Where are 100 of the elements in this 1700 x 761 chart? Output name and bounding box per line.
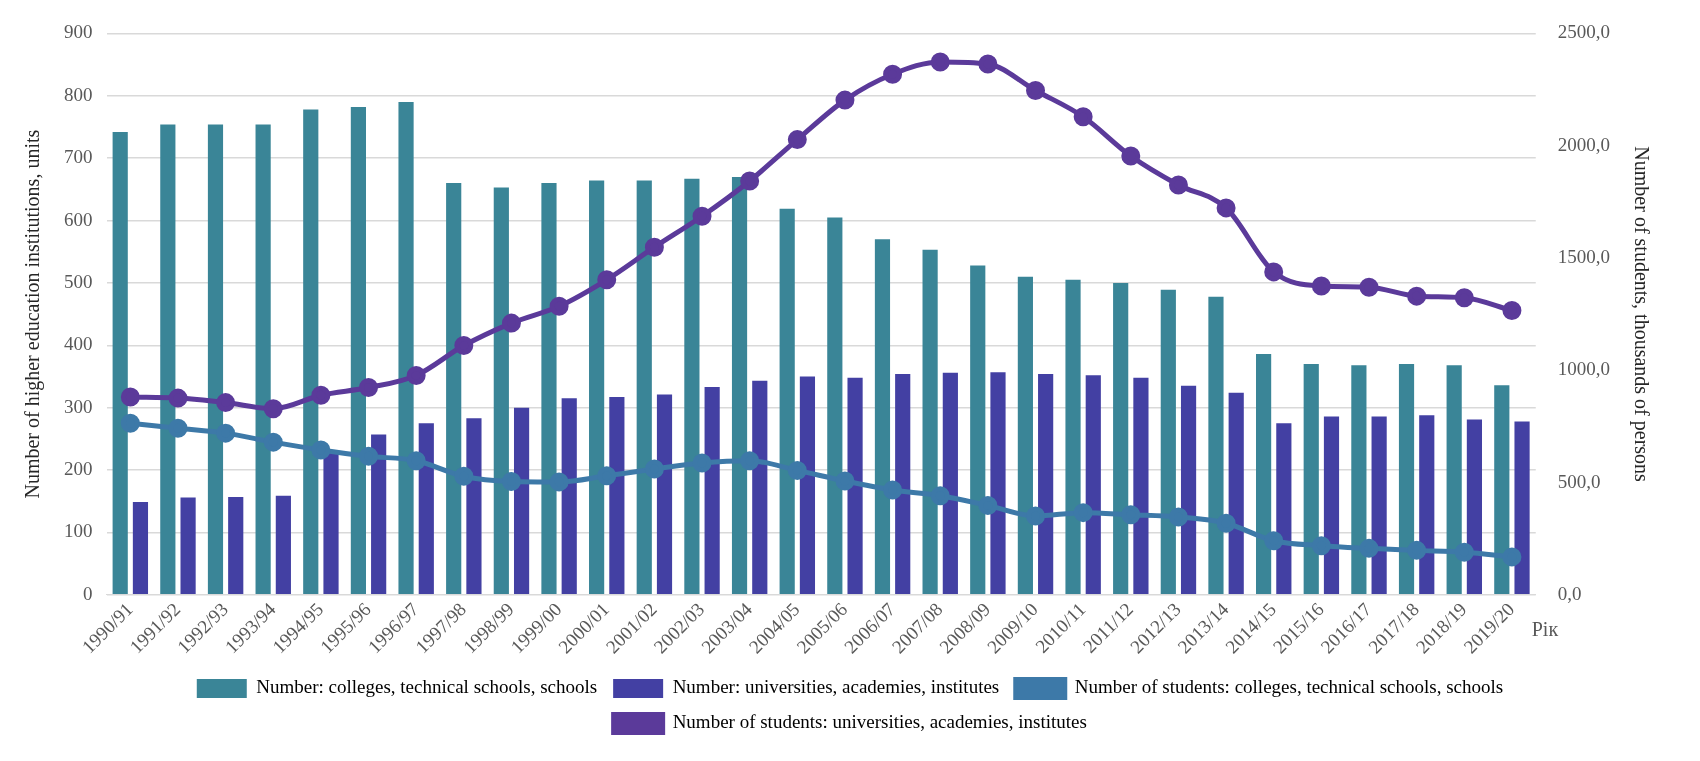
bar bbox=[970, 265, 986, 595]
y2-tick-label: 0,0 bbox=[1557, 582, 1582, 604]
bar bbox=[990, 372, 1006, 595]
point bbox=[501, 313, 521, 333]
point bbox=[1073, 107, 1093, 127]
point bbox=[978, 54, 998, 74]
point bbox=[1168, 175, 1188, 195]
bar bbox=[303, 109, 319, 595]
bar bbox=[493, 187, 509, 595]
bar bbox=[228, 496, 244, 595]
y-tick-label: 500 bbox=[64, 270, 93, 292]
legend-label: Number of students: universities, academies, institutes bbox=[672, 711, 1087, 733]
bar bbox=[207, 124, 224, 595]
point bbox=[883, 480, 903, 500]
point bbox=[644, 237, 664, 257]
point bbox=[359, 446, 379, 466]
bar bbox=[541, 183, 557, 595]
point bbox=[1454, 288, 1474, 308]
point bbox=[216, 423, 236, 443]
y-tick-label: 0 bbox=[83, 582, 93, 604]
bar bbox=[731, 176, 748, 595]
bar bbox=[398, 102, 414, 595]
bar bbox=[323, 451, 339, 595]
point bbox=[549, 296, 569, 316]
y-tick-label: 200 bbox=[64, 458, 93, 480]
point bbox=[406, 451, 426, 471]
point bbox=[1359, 277, 1379, 297]
bar bbox=[1065, 279, 1081, 595]
bar bbox=[779, 208, 795, 595]
point bbox=[168, 388, 188, 408]
y-tick-label: 100 bbox=[64, 520, 93, 542]
y2-tick-label: 500,0 bbox=[1557, 470, 1601, 492]
point bbox=[1026, 506, 1046, 526]
point bbox=[740, 451, 760, 471]
point bbox=[168, 418, 188, 438]
bar bbox=[371, 434, 387, 595]
y-tick-label: 900 bbox=[64, 21, 93, 43]
bar bbox=[636, 180, 652, 595]
bar bbox=[1351, 365, 1367, 595]
bar bbox=[160, 124, 176, 595]
bar bbox=[1276, 423, 1292, 595]
y-tick-label: 800 bbox=[64, 83, 93, 105]
bar bbox=[180, 497, 196, 595]
point bbox=[1454, 542, 1474, 562]
point bbox=[597, 270, 617, 290]
point bbox=[835, 471, 855, 491]
bar bbox=[418, 423, 434, 595]
bar bbox=[1256, 354, 1272, 595]
bar bbox=[847, 377, 863, 595]
y2-tick-label: 2000,0 bbox=[1557, 133, 1610, 155]
bar bbox=[561, 398, 577, 595]
point bbox=[501, 471, 521, 491]
point bbox=[835, 90, 855, 110]
bar bbox=[1228, 392, 1244, 595]
point bbox=[1121, 146, 1141, 166]
point bbox=[549, 472, 569, 492]
bar bbox=[609, 397, 625, 595]
y-tick-label: 300 bbox=[64, 395, 93, 417]
point bbox=[1502, 301, 1522, 321]
bar bbox=[255, 124, 271, 595]
bar bbox=[1208, 296, 1224, 595]
point bbox=[1311, 276, 1331, 296]
point bbox=[692, 453, 712, 473]
point bbox=[1216, 198, 1236, 218]
bar bbox=[1113, 282, 1129, 595]
bar bbox=[112, 131, 128, 595]
point bbox=[1407, 540, 1427, 560]
point bbox=[1502, 547, 1522, 567]
point bbox=[1311, 536, 1331, 556]
point bbox=[216, 393, 236, 413]
point bbox=[930, 486, 950, 506]
bar bbox=[799, 376, 816, 595]
bar bbox=[1419, 415, 1435, 595]
point bbox=[1264, 262, 1284, 282]
bar bbox=[752, 380, 768, 595]
bar bbox=[704, 387, 720, 595]
point bbox=[1168, 507, 1188, 527]
point bbox=[644, 459, 664, 479]
point bbox=[406, 365, 426, 385]
bar bbox=[589, 180, 605, 595]
point bbox=[1407, 286, 1427, 306]
point bbox=[120, 387, 140, 407]
x-axis-title: Рік bbox=[1531, 618, 1559, 641]
bar bbox=[1466, 419, 1482, 595]
point bbox=[740, 171, 760, 191]
point bbox=[1026, 80, 1046, 100]
y-axis-title: Number of higher education institutions, units bbox=[21, 129, 45, 499]
point bbox=[454, 336, 474, 356]
bar bbox=[1160, 289, 1176, 595]
bar bbox=[446, 183, 462, 595]
point bbox=[311, 440, 331, 460]
bar bbox=[656, 394, 673, 595]
bar bbox=[1323, 416, 1340, 595]
y-tick-label: 600 bbox=[64, 208, 93, 230]
y-tick-label: 400 bbox=[64, 333, 93, 355]
point bbox=[1216, 513, 1236, 533]
legend-label: Number: colleges, technical schools, schools bbox=[256, 676, 598, 698]
bar bbox=[350, 107, 366, 595]
bar bbox=[1514, 421, 1530, 595]
bar bbox=[1017, 276, 1033, 595]
